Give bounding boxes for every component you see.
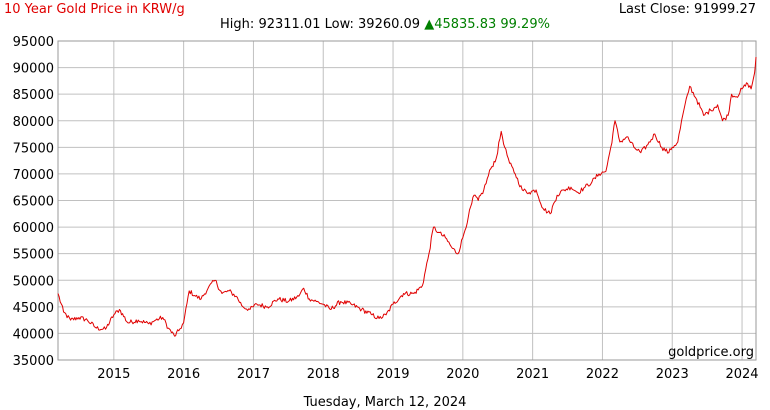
- x-tick-label: 2018: [307, 367, 340, 382]
- y-tick-label: 80000: [13, 115, 54, 130]
- plot-frame: [57, 40, 757, 361]
- y-tick-label: 70000: [13, 168, 54, 183]
- x-tick-label: 2021: [516, 367, 549, 382]
- x-tick-label: 2015: [97, 367, 130, 382]
- watermark: goldprice.org: [668, 345, 754, 360]
- x-tick-label: 2022: [586, 367, 619, 382]
- y-tick-label: 85000: [13, 88, 54, 103]
- high-label: High:: [220, 17, 255, 32]
- up-arrow-icon: ▲: [424, 17, 435, 32]
- last-close: Last Close: 91999.27: [619, 2, 756, 17]
- price-series-line: [57, 56, 757, 337]
- x-axis-ticks: 2015 2016 2017 2018 2019 2020 2021 2022 2023 2024: [97, 367, 758, 382]
- low-value: 39260.09: [358, 17, 421, 32]
- y-tick-label: 90000: [13, 62, 54, 77]
- chart-grid: [58, 40, 756, 361]
- x-tick-label: 2019: [376, 367, 409, 382]
- x-tick-label: 2023: [656, 367, 689, 382]
- y-axis-ticks: 35000 40000 45000 50000 55000 60000 65000 70000…: [13, 35, 54, 369]
- price-stats: High: 92311.01 Low: 39260.09 ▲45835.83 9…: [0, 17, 770, 32]
- chart-title: 10 Year Gold Price in KRW/g: [4, 2, 185, 17]
- x-tick-label: 2020: [446, 367, 479, 382]
- high-value: 92311.01: [258, 17, 321, 32]
- y-tick-label: 50000: [13, 274, 54, 289]
- y-tick-label: 35000: [13, 354, 54, 369]
- change-percent: 99.29%: [500, 17, 550, 32]
- change-value: 45835.83: [434, 17, 497, 32]
- last-close-label: Last Close:: [618, 2, 690, 17]
- x-tick-label: 2017: [237, 367, 270, 382]
- chart-date: Tuesday, March 12, 2024: [303, 395, 467, 410]
- y-tick-label: 45000: [13, 301, 54, 316]
- last-close-value: 91999.27: [693, 2, 756, 17]
- x-tick-label: 2024: [725, 367, 758, 382]
- y-tick-label: 65000: [13, 195, 54, 210]
- y-tick-label: 40000: [13, 327, 54, 342]
- x-tick-label: 2016: [167, 367, 200, 382]
- y-tick-label: 75000: [13, 141, 54, 156]
- y-tick-label: 60000: [13, 221, 54, 236]
- y-tick-label: 55000: [13, 248, 54, 263]
- low-label: Low:: [324, 17, 354, 32]
- y-tick-label: 95000: [13, 35, 54, 50]
